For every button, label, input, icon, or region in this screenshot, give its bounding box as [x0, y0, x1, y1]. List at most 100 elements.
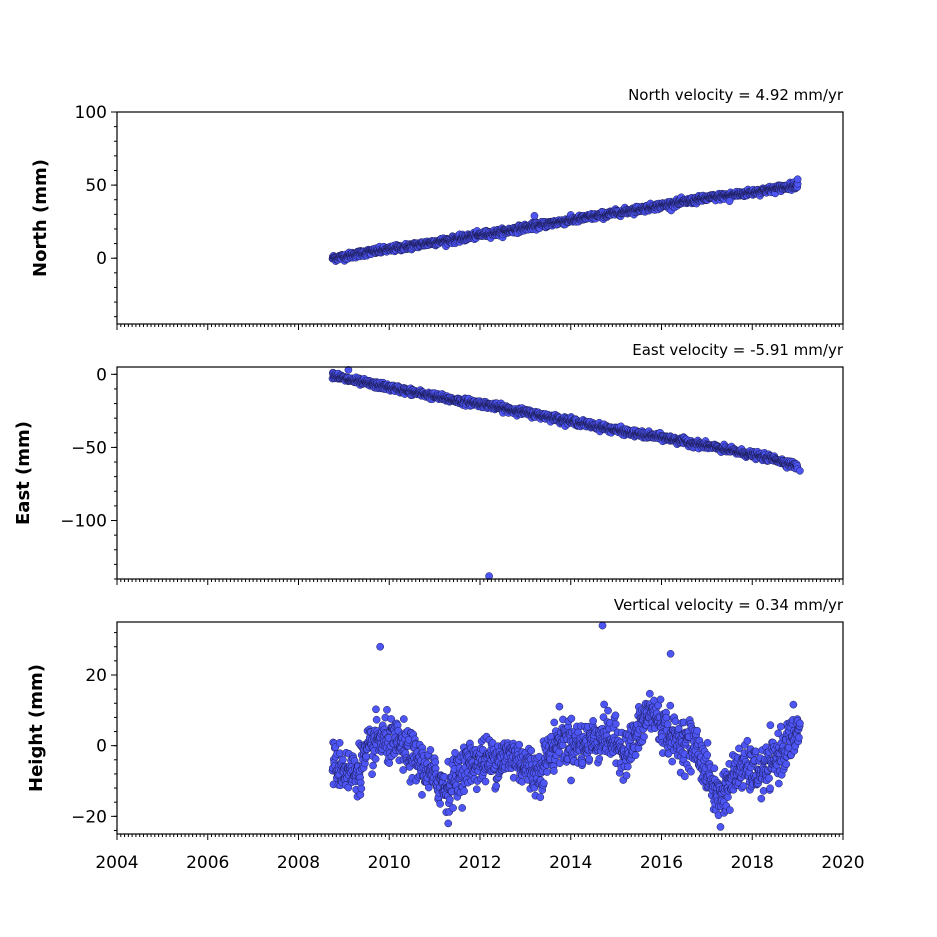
height-data-point — [604, 706, 612, 715]
height-data-point — [662, 713, 671, 722]
height-x-tick-label: 2012 — [458, 853, 501, 873]
height-x-tick-label: 2010 — [368, 853, 411, 873]
height-data-point — [600, 700, 608, 709]
height-data-point — [357, 784, 366, 793]
height-data-point — [550, 767, 558, 775]
height-data-point — [585, 755, 594, 764]
north-y-tick-label: 50 — [85, 176, 107, 196]
height-y-tick-label: 0 — [96, 737, 107, 757]
height-data-point — [536, 793, 545, 802]
height-data-point — [372, 705, 380, 714]
height-x-tick-label: 2004 — [95, 853, 138, 873]
height-data-point — [371, 755, 380, 763]
height-data-point — [710, 764, 719, 773]
north-y-ticks: 0 50 100 — [75, 103, 117, 318]
height-outlier-point — [598, 621, 607, 630]
height-data-point — [515, 740, 524, 749]
height-data-point — [666, 701, 675, 710]
height-data-point — [765, 774, 773, 783]
height-y-tick-label: −20 — [71, 807, 107, 827]
height-x-tick-label: 2020 — [821, 853, 864, 873]
height-data-point — [555, 702, 564, 711]
height-data-point — [776, 722, 785, 731]
height-data-point — [449, 804, 457, 812]
height-data-point — [693, 726, 702, 735]
east-y-tick-label: −100 — [60, 512, 107, 532]
height-data-point — [481, 777, 490, 786]
height-data-point — [668, 757, 677, 766]
height-data-point — [492, 782, 501, 790]
height-data-point — [567, 776, 575, 785]
east-panel: East velocity = -5.91 mm/yr 0 −50 −100 Eas… — [13, 341, 844, 585]
height-outlier-point — [444, 819, 453, 828]
height-outlier-point — [716, 823, 725, 831]
north-y-tick-label: 100 — [75, 103, 107, 123]
height-data-point — [663, 720, 672, 729]
height-data-point — [458, 804, 467, 812]
height-data-point — [795, 733, 803, 742]
height-data-point — [595, 754, 604, 763]
height-velocity-annotation: Vertical velocity = 0.34 mm/yr — [614, 596, 844, 614]
height-data-point — [567, 714, 576, 723]
height-data-point — [656, 695, 665, 704]
height-data-point — [774, 779, 783, 788]
height-outlier-point — [666, 649, 675, 658]
height-data-point — [589, 717, 597, 725]
east-x-ticks — [116, 579, 844, 585]
north-panel: North velocity = 4.92 mm/yr 0 50 100 North… — [30, 86, 844, 330]
height-data-point — [782, 760, 791, 769]
height-data-point — [623, 762, 632, 771]
height-data-point — [335, 739, 344, 747]
height-x-tick-label: 2016 — [640, 853, 683, 873]
north-x-ticks — [116, 324, 844, 330]
height-data-point — [645, 689, 654, 698]
height-data-point — [369, 761, 377, 770]
height-x-tick-label: 2018 — [731, 853, 774, 873]
height-data-point — [751, 747, 760, 756]
height-data-point — [611, 720, 620, 728]
height-data-point — [460, 787, 468, 796]
height-data-point — [622, 771, 631, 780]
height-data-point — [724, 793, 732, 801]
height-data-point — [418, 791, 426, 799]
height-data-point — [743, 736, 752, 745]
height-x-tick-label: 2006 — [186, 853, 229, 873]
height-data-point — [739, 782, 748, 790]
height-data-point — [703, 751, 712, 759]
east-y-axis-label: East (mm) — [13, 421, 34, 525]
height-data-point — [385, 759, 394, 767]
east-points — [328, 366, 804, 580]
north-y-axis-label: North (mm) — [30, 159, 51, 277]
east-outlier-point — [796, 466, 804, 475]
height-data-point — [796, 719, 804, 728]
height-x-ticks: 2004 2006 2008 2010 2012 2014 2016 2018 2020 — [95, 834, 865, 873]
height-outlier-point — [376, 642, 385, 651]
height-data-point — [766, 784, 774, 793]
north-plot-frame — [116, 111, 844, 325]
height-data-point — [611, 711, 620, 720]
height-y-ticks: −20 0 20 — [71, 632, 117, 831]
height-data-point — [671, 717, 680, 726]
height-data-point — [757, 794, 766, 803]
height-data-point — [472, 785, 481, 794]
height-data-point — [640, 732, 648, 741]
height-data-point — [372, 715, 381, 724]
height-data-point — [680, 772, 689, 781]
north-outlier-point — [793, 175, 802, 184]
height-points — [328, 621, 804, 831]
north-outlier-point — [725, 197, 734, 206]
height-data-point — [426, 746, 435, 754]
height-y-axis-label: Height (mm) — [26, 664, 47, 792]
east-y-tick-label: −50 — [71, 438, 107, 458]
height-data-point — [631, 751, 640, 760]
height-data-point — [368, 770, 376, 779]
height-data-point — [339, 755, 347, 764]
height-plot-frame — [116, 621, 844, 835]
height-data-point — [766, 721, 775, 730]
height-data-point — [527, 746, 536, 755]
height-data-point — [383, 705, 391, 714]
height-data-point — [543, 768, 551, 776]
height-data-point — [789, 700, 798, 709]
east-y-tick-label: 0 — [96, 365, 107, 385]
